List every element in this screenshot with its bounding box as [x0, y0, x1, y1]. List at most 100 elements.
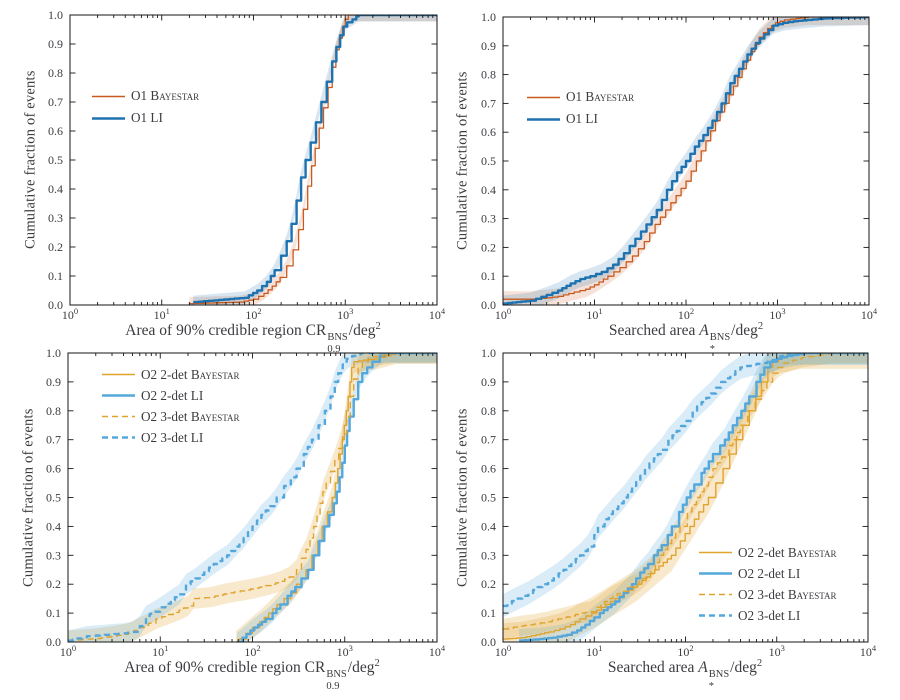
y-tick-label: 0.1 [481, 269, 496, 283]
legend-item-o2-2det-bayestar: O2 2-det Bayestar [102, 364, 240, 385]
y-tick-label: 0.6 [48, 124, 63, 138]
o2-3-det-li-line [503, 353, 868, 608]
legend-line-icon [699, 551, 732, 554]
y-tick-label: 0.1 [48, 269, 63, 283]
superscript: 2 [756, 658, 763, 669]
legend-item-o2-3det-li: O2 3-det LI [699, 605, 837, 626]
legend-line-icon [102, 436, 135, 439]
legend-label: O2 3-det LI [738, 607, 801, 623]
xlabel-text: /deg [347, 659, 375, 676]
legend-label: O2 3-det LI [141, 429, 204, 445]
o1-li-line [193, 15, 437, 304]
legend-item-o1-bayestar: O1 Bayestar [92, 85, 199, 107]
y-tick-label: 0.8 [481, 68, 496, 82]
y-tick-label: 1.0 [481, 10, 496, 24]
legend-item-o2-2det-bayestar: O2 2-det Bayestar [699, 542, 837, 563]
x-tick-label: 103 [769, 643, 785, 659]
legend-item-o1-bayestar: O1 Bayestar [527, 86, 634, 108]
legend-line-icon [699, 593, 732, 596]
x-tick-label: 102 [245, 306, 261, 322]
y-tick-label: 0.5 [481, 491, 496, 505]
xlabel-text: /deg [731, 322, 758, 339]
y-tick-label: 0.0 [481, 635, 496, 649]
y-tick-label: 0.1 [46, 606, 61, 620]
y-tick-label: 0.3 [481, 548, 496, 562]
legend-label: O2 3-det Bayestar [141, 408, 240, 424]
ylabel-top-left: Cumulative fraction of events [22, 70, 39, 250]
panel-bottom-left: 100 101 102 103 104 0.0 0.1 0.2 0.3 0.4 0.5 0.6 0.7 0… [46, 346, 446, 659]
legend-label: O2 2-det Bayestar [141, 366, 240, 382]
legend-item-o2-3det-li: O2 3-det LI [102, 427, 240, 448]
xlabel-text: Searched area [607, 659, 699, 676]
x-tick-label: 103 [337, 306, 353, 322]
legend-line-icon [92, 95, 125, 97]
y-tick-label: 1.0 [48, 8, 63, 22]
legend-line-icon [527, 117, 560, 121]
legend-label: O1 LI [131, 110, 163, 125]
x-tick-label: 103 [337, 643, 353, 659]
y-tick-label: 0.9 [481, 39, 496, 53]
y-tick-label: 0.2 [481, 240, 496, 254]
xlabel-bottom-left: Area of 90% credible region CR BNS 0.9/deg… [124, 658, 379, 692]
xlabel-bottom-right: Searched area A BNS */deg2 [608, 658, 762, 692]
legend-bottom-right: O2 2-det Bayestar O2 2-det LI O2 3-det B… [699, 542, 837, 626]
legend-item-o2-3det-bayestar: O2 3-det Bayestar [699, 584, 837, 605]
legend-line-icon [102, 373, 135, 376]
x-tick-label: 101 [586, 643, 602, 659]
xlabel-text: Searched area [608, 322, 700, 339]
y-tick-label: 0.4 [48, 182, 63, 196]
legend-item-o1-li: O1 LI [527, 108, 634, 130]
legend-label: O2 3-det Bayestar [738, 586, 837, 602]
legend-bottom-left: O2 2-det Bayestar O2 2-det LI O2 3-det B… [102, 364, 240, 448]
legend-top-right: O1 Bayestar O1 LI [527, 86, 634, 130]
sup-sub-script: BNS * [708, 668, 730, 692]
superscript: 2 [375, 321, 381, 332]
legend-label: O2 2-det LI [141, 387, 204, 403]
o1-bayestar-line [503, 17, 869, 300]
y-tick-label: 0.7 [48, 95, 63, 109]
legend-label: O1 LI [566, 111, 598, 126]
y-tick-label: 0.9 [46, 375, 61, 389]
y-tick-label: 0.6 [481, 462, 496, 476]
legend-line-icon [102, 415, 135, 418]
y-tick-label: 0.8 [46, 404, 61, 418]
y-tick-label: 0.5 [481, 154, 496, 168]
legend-line-icon [699, 572, 732, 575]
x-tick-label: 101 [586, 306, 602, 322]
xlabel-text: A [698, 659, 708, 676]
y-tick-label: 0.0 [46, 635, 61, 649]
x-tick-label: 102 [678, 306, 694, 322]
legend-label: O2 2-det LI [738, 565, 801, 581]
y-tick-label: 0.5 [46, 491, 61, 505]
legend-line-icon [699, 614, 732, 617]
legend-label: O1 Bayestar [131, 88, 200, 103]
y-tick-label: 0.8 [481, 404, 496, 418]
legend-item-o1-li: O1 LI [92, 107, 199, 129]
y-tick-label: 0.6 [46, 462, 61, 476]
x-tick-label: 100 [62, 306, 78, 322]
x-tick-label: 100 [495, 643, 511, 659]
legend-item-o2-2det-li: O2 2-det LI [102, 385, 240, 406]
y-tick-label: 0.7 [481, 433, 496, 447]
y-tick-label: 1.0 [481, 346, 496, 360]
x-tick-label: 104 [861, 306, 878, 322]
y-tick-label: 1.0 [46, 346, 61, 360]
y-tick-label: 0.7 [46, 433, 61, 447]
sup-sub-script: BNS 0.9 [326, 668, 347, 692]
x-tick-label: 102 [244, 643, 260, 659]
y-tick-label: 0.7 [481, 96, 496, 110]
panel-top-left: 100 101 102 103 104 0.0 0.1 0.2 0.3 0.4 0.5 0.6 0.7 0… [48, 8, 446, 322]
legend-label: O2 2-det Bayestar [738, 544, 837, 560]
o1-bayestar-band [189, 15, 437, 305]
xlabel-text: A [699, 322, 709, 339]
y-tick-label: 0.9 [481, 375, 496, 389]
x-tick-label: 104 [429, 643, 446, 659]
legend-top-left: O1 Bayestar O1 LI [92, 85, 199, 129]
superscript: 2 [757, 321, 764, 332]
y-tick-label: 0.0 [48, 298, 63, 312]
y-tick-label: 0.3 [48, 211, 63, 225]
x-tick-label: 101 [152, 643, 168, 659]
x-tick-label: 101 [154, 306, 170, 322]
axes-frame [69, 14, 438, 306]
